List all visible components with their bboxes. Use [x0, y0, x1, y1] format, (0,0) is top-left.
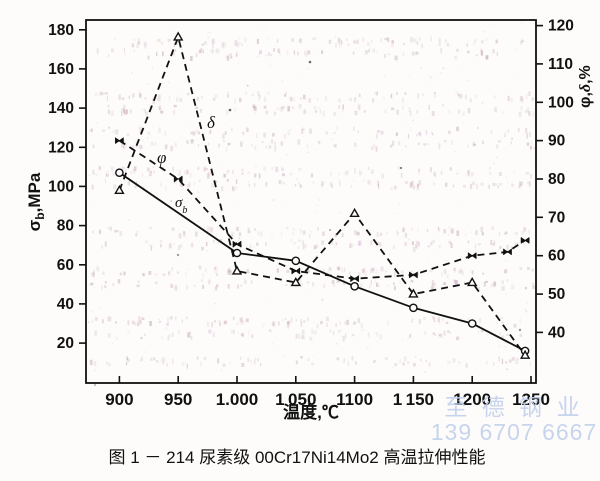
svg-text:温度,℃: 温度,℃: [283, 402, 339, 422]
svg-text:140: 140: [48, 100, 74, 117]
svg-text:至 德 钢 业: 至 德 钢 业: [444, 394, 583, 420]
svg-text:1 150: 1 150: [393, 390, 434, 409]
svg-text:139 6707 6667: 139 6707 6667: [431, 419, 598, 445]
svg-text:图 1 － 214 尿素级 00Cr17Ni14Mo2: 图 1 － 214 尿素级 00Cr17Ni14Mo2 高温拉伸性能: [109, 448, 486, 467]
svg-text:120: 120: [548, 18, 574, 35]
svg-text:100: 100: [548, 94, 574, 111]
svg-text:σb,MPa: σb,MPa: [25, 172, 47, 231]
svg-text:40: 40: [548, 324, 565, 341]
svg-text:80: 80: [548, 171, 565, 188]
svg-text:80: 80: [57, 218, 74, 235]
svg-text:950: 950: [164, 390, 192, 409]
svg-text:40: 40: [57, 296, 74, 313]
svg-text:δ: δ: [207, 113, 216, 132]
svg-text:110: 110: [548, 56, 573, 73]
svg-text:900: 900: [105, 390, 133, 409]
svg-text:1.000: 1.000: [216, 390, 259, 409]
svg-text:φ,δ,%: φ,δ,%: [577, 65, 594, 108]
svg-text:180: 180: [48, 22, 74, 39]
svg-text:1100: 1100: [336, 390, 373, 409]
svg-text:90: 90: [548, 133, 565, 150]
svg-text:20: 20: [57, 335, 74, 352]
svg-text:φ: φ: [157, 148, 166, 167]
svg-text:50: 50: [548, 286, 565, 303]
svg-text:120: 120: [48, 139, 74, 156]
svg-text:100: 100: [48, 178, 74, 195]
svg-text:70: 70: [548, 209, 565, 226]
svg-text:60: 60: [57, 257, 74, 274]
svg-text:160: 160: [48, 61, 74, 78]
svg-text:60: 60: [548, 248, 565, 265]
